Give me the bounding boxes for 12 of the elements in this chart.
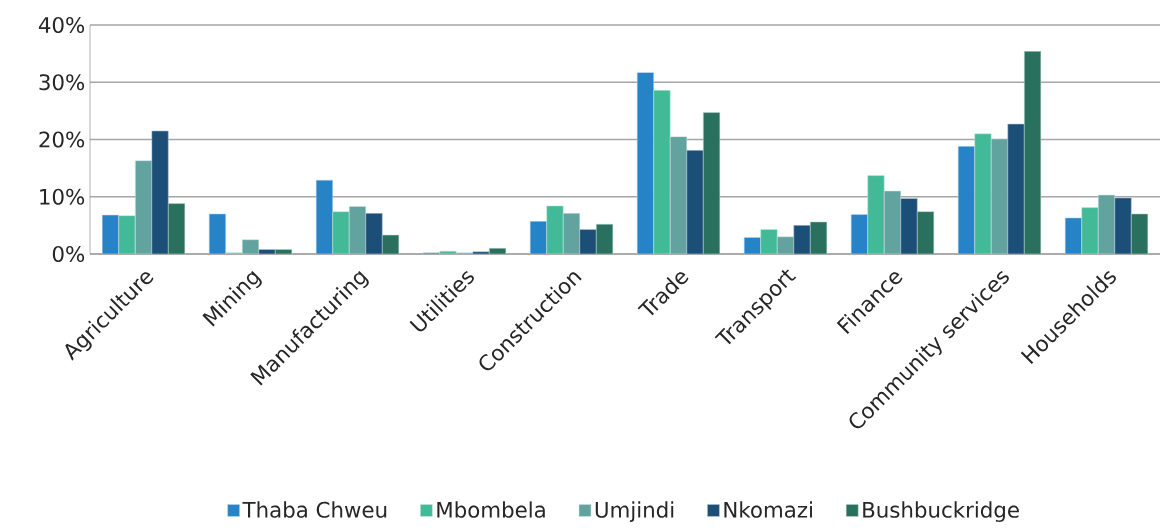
y-tick-label: 40% xyxy=(38,16,85,34)
legend-label: Thaba Chweu xyxy=(242,501,387,518)
y-tick-label: 30% xyxy=(39,74,85,91)
legend-label: Umjindi xyxy=(595,501,674,522)
legend-label: Bushbuckridge xyxy=(863,501,1019,522)
y-tick-label: 20% xyxy=(39,131,85,148)
legend-label: Nkomazi xyxy=(724,501,812,518)
legend-label: Mbombela xyxy=(437,501,545,518)
bar xyxy=(636,72,654,254)
y-tick-label: 10% xyxy=(40,188,85,205)
bar xyxy=(669,136,688,254)
y-tick-label: 0% xyxy=(52,245,85,263)
